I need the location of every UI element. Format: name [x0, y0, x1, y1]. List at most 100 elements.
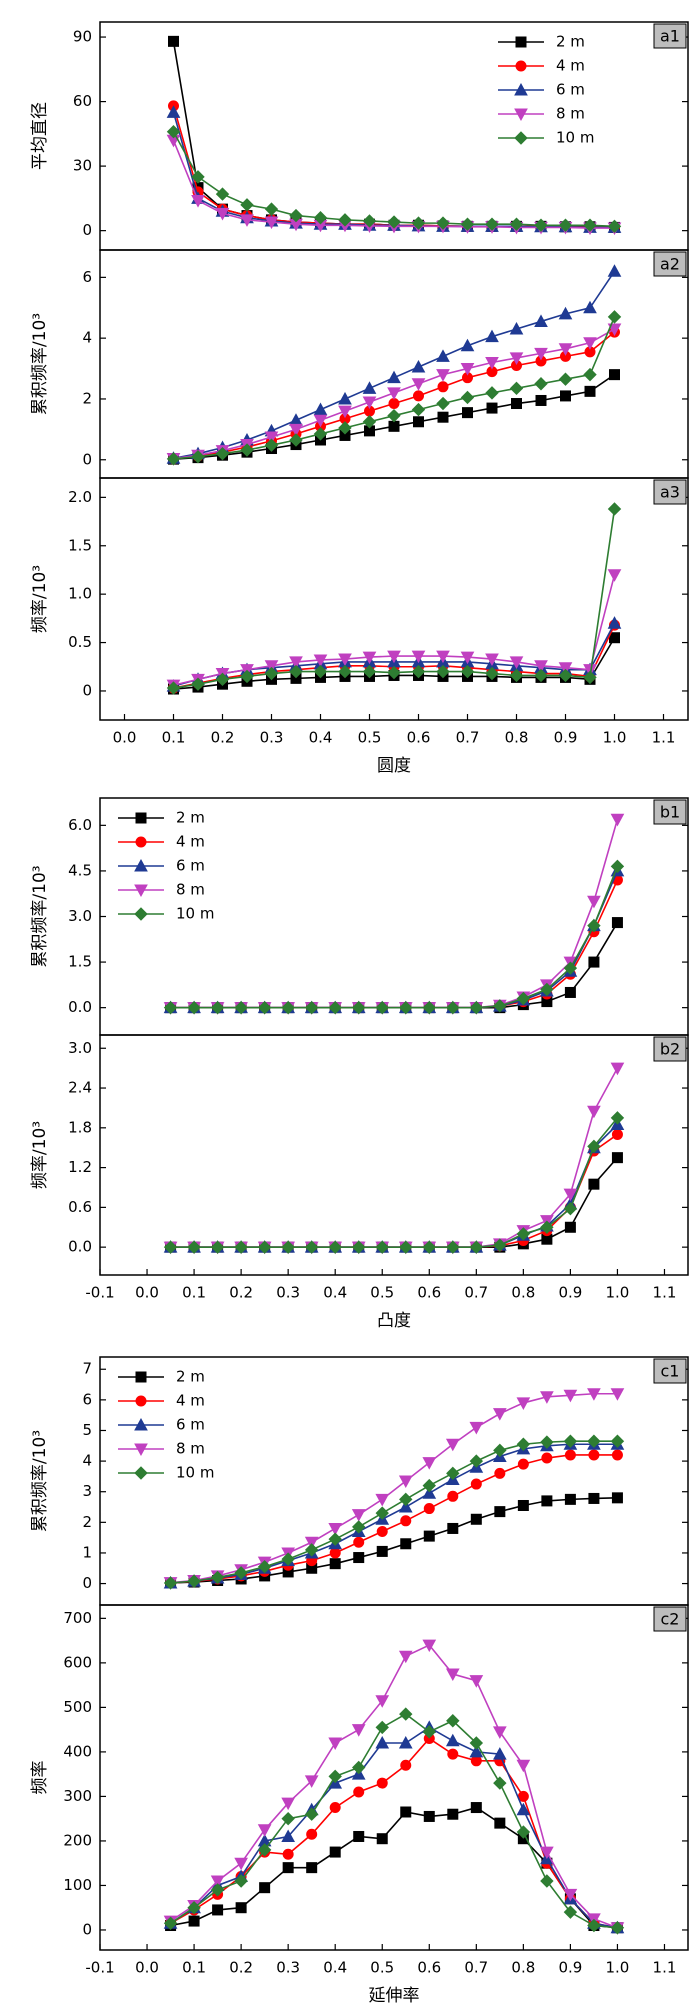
marker — [257, 1000, 272, 1015]
marker — [264, 660, 279, 673]
marker — [338, 213, 352, 227]
marker — [411, 402, 426, 417]
marker — [135, 1371, 147, 1383]
marker — [187, 1901, 201, 1915]
marker — [611, 1152, 623, 1164]
marker — [281, 1552, 295, 1566]
marker — [587, 1139, 601, 1154]
marker — [362, 381, 377, 394]
panel-label: c1 — [661, 1362, 680, 1381]
marker — [587, 1105, 601, 1119]
marker — [400, 1806, 412, 1818]
marker — [494, 1817, 506, 1829]
marker — [398, 1499, 413, 1513]
legend-label: 6 m — [556, 81, 585, 99]
marker — [509, 656, 524, 669]
marker — [422, 1486, 437, 1499]
marker — [611, 1128, 623, 1140]
marker — [281, 1240, 295, 1254]
marker — [534, 660, 548, 673]
marker — [611, 1449, 623, 1461]
marker — [540, 1435, 554, 1449]
marker — [436, 216, 450, 230]
marker — [163, 1576, 178, 1590]
marker — [607, 264, 622, 277]
y-tick-label: 100 — [63, 1876, 92, 1894]
panel-label-box — [653, 479, 687, 505]
marker — [516, 1227, 531, 1241]
plot-frame — [99, 1034, 689, 1276]
marker — [469, 1744, 484, 1758]
marker — [563, 1434, 578, 1448]
marker — [240, 198, 254, 212]
marker — [436, 650, 450, 664]
marker — [163, 1240, 178, 1254]
marker — [362, 214, 377, 228]
marker — [329, 1547, 341, 1559]
y-axis-label: 累积频率/10³ — [30, 865, 50, 967]
marker — [135, 1395, 147, 1407]
marker — [306, 1862, 318, 1874]
marker — [289, 208, 303, 223]
marker — [375, 1506, 389, 1520]
marker — [353, 1786, 365, 1798]
x-tick-label: 0.4 — [323, 1959, 347, 1977]
y-tick-label: 1.5 — [68, 536, 92, 554]
y-tick-label: 0.5 — [68, 633, 92, 651]
marker — [387, 665, 401, 680]
marker — [264, 666, 279, 681]
marker — [240, 669, 254, 684]
marker — [423, 1810, 435, 1822]
marker — [492, 1747, 507, 1760]
y-tick-label: 1.8 — [68, 1118, 92, 1136]
series-line — [170, 1713, 618, 1929]
marker — [516, 1397, 531, 1410]
marker — [583, 218, 597, 232]
marker — [563, 1905, 578, 1919]
marker — [411, 359, 426, 373]
marker — [191, 677, 205, 691]
marker — [583, 367, 597, 382]
y-tick-label: 60 — [73, 92, 92, 110]
marker — [534, 314, 548, 327]
y-tick-label: 3.0 — [68, 907, 92, 925]
marker — [493, 1238, 507, 1252]
marker — [515, 60, 527, 72]
marker — [163, 1000, 178, 1015]
marker — [607, 616, 622, 629]
marker — [376, 1833, 388, 1845]
y-tick-label: 0 — [82, 221, 92, 239]
x-tick-label: 0.7 — [464, 1959, 488, 1977]
legend-label: 2 m — [176, 809, 205, 827]
marker — [588, 1178, 600, 1190]
marker — [388, 398, 400, 410]
marker — [413, 416, 424, 428]
marker — [166, 681, 181, 695]
marker — [564, 1493, 576, 1505]
panel-label: c2 — [661, 1610, 680, 1629]
marker — [509, 321, 524, 335]
x-tick-label: 1.0 — [606, 1284, 630, 1302]
marker — [376, 1545, 388, 1557]
marker — [281, 1829, 296, 1842]
marker — [422, 1000, 436, 1015]
marker — [485, 356, 499, 370]
x-axis-label: 凸度 — [377, 1311, 411, 1331]
marker — [486, 402, 498, 414]
marker — [509, 352, 524, 365]
x-tick-label: 0.8 — [511, 1959, 535, 1977]
marker — [352, 1240, 366, 1254]
marker — [411, 650, 426, 664]
marker — [583, 670, 597, 685]
marker — [328, 1769, 342, 1784]
x-tick-label: 0.6 — [417, 1284, 441, 1302]
y-tick-label: 0 — [82, 1574, 92, 1592]
marker — [187, 1240, 201, 1254]
marker — [304, 1000, 319, 1015]
marker — [289, 423, 303, 437]
x-axis-label: 圆度 — [377, 756, 411, 776]
marker — [400, 1759, 412, 1771]
marker — [338, 664, 352, 679]
marker — [376, 1526, 388, 1538]
